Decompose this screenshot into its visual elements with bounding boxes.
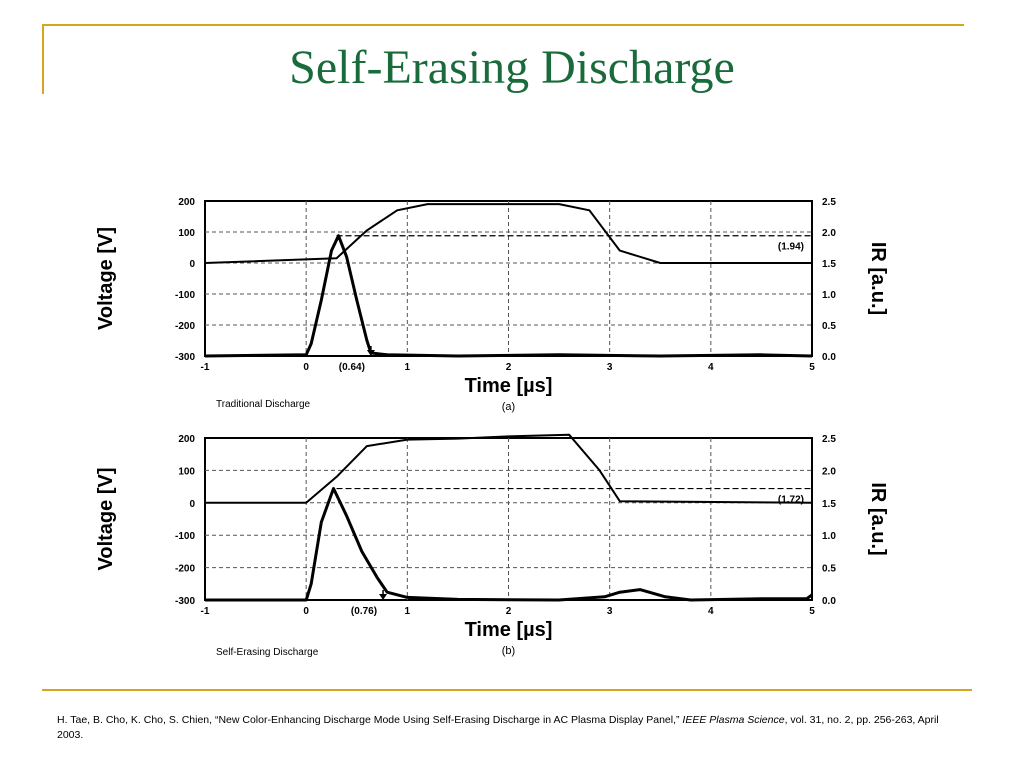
x-tick-label: 5	[809, 362, 815, 373]
y2-tick-label: 1.0	[822, 290, 836, 301]
panel-label: (b)	[502, 645, 515, 657]
y-tick-label: 200	[178, 197, 195, 208]
citation-details: , vol. 31, no. 2, pp. 256-263, April 200…	[57, 714, 939, 741]
y2-tick-label: 1.5	[822, 499, 836, 510]
caption-traditional: Traditional Discharge	[216, 399, 311, 410]
chart-panel-b: -1 0 1 2 3 4 5 200 100 0 -100 -200 -300 2.5 2.0 1.5 1.0 0…	[95, 433, 889, 657]
y2-tick-label: 0.0	[822, 352, 836, 363]
x-tick-label: 4	[708, 606, 714, 617]
x-tick-label: 1	[405, 362, 411, 373]
width-label: (0.76)	[351, 606, 377, 617]
y2-axis-label: IR [a.u.]	[867, 242, 889, 315]
y-tick-label: -300	[175, 352, 195, 363]
y2-tick-label: 1.5	[822, 259, 836, 270]
x-tick-label: 4	[708, 362, 714, 373]
left-rule	[42, 24, 44, 94]
ir-series-line	[204, 234, 813, 358]
y-tick-label: 100	[178, 228, 195, 239]
y2-tick-label: 0.5	[822, 564, 836, 575]
citation-authors-title: H. Tae, B. Cho, K. Cho, S. Chien, “New C…	[57, 714, 683, 726]
y-axis-label: Voltage [V]	[95, 468, 117, 571]
x-tick-label: -1	[201, 606, 210, 617]
y2-tick-label: 2.5	[822, 434, 836, 445]
x-tick-label: 2	[506, 362, 512, 373]
slide-title: Self-Erasing Discharge	[289, 41, 735, 94]
x-tick-label: 3	[607, 362, 613, 373]
x-tick-label: 0	[303, 362, 309, 373]
y2-tick-label: 2.5	[822, 197, 836, 208]
top-rule	[42, 24, 964, 26]
x-tick-label: 2	[506, 606, 512, 617]
y-tick-label: 100	[178, 466, 195, 477]
y2-axis-label: IR [a.u.]	[867, 482, 889, 555]
y-tick-label: -100	[175, 290, 195, 301]
y2-tick-label: 0.0	[822, 596, 836, 607]
width-arrow-head	[379, 594, 388, 600]
y2-tick-label: 2.0	[822, 228, 836, 239]
y-tick-label: -100	[175, 531, 195, 542]
x-axis-label: Time [µs]	[465, 375, 553, 397]
y2-tick-label: 1.0	[822, 531, 836, 542]
y2-tick-label: 2.0	[822, 466, 836, 477]
y-tick-label: 0	[189, 259, 195, 270]
peak-label: (1.94)	[778, 242, 804, 253]
ir-series-line	[205, 487, 813, 602]
y-tick-label: -300	[175, 596, 195, 607]
voltage-series-line	[205, 433, 813, 504]
figure: -1 0 1 2 3 4 52001000-100-200-3002.52.01.51.00…	[95, 197, 889, 657]
x-axis-label: Time [µs]	[465, 619, 553, 641]
x-tick-label: 1	[405, 606, 411, 617]
x-tick-label: 5	[809, 606, 815, 617]
y-tick-label: -200	[175, 564, 195, 575]
y-axis-label: Voltage [V]	[95, 227, 117, 330]
x-tick-label: 3	[607, 606, 613, 617]
citation: H. Tae, B. Cho, K. Cho, S. Chien, “New C…	[57, 713, 967, 743]
y-tick-label: 200	[178, 434, 195, 445]
voltage-series-line	[204, 203, 812, 264]
y2-tick-label: 0.5	[822, 321, 836, 332]
chart-panel-a: -1 0 1 2 3 4 5 200 100 0 -100 -200 -300 2.5 2.0 1.5 1.0 0…	[95, 197, 889, 413]
y-tick-label: -200	[175, 321, 195, 332]
x-tick-label: 0	[303, 606, 309, 617]
width-label: (0.64)	[339, 362, 365, 373]
y-tick-label: 0	[189, 499, 195, 510]
panel-label: (a)	[502, 401, 515, 413]
peak-label: (1.72)	[778, 495, 804, 506]
x-tick-label: -1	[201, 362, 210, 373]
bottom-rule	[42, 689, 972, 691]
caption-self-erasing: Self-Erasing Discharge	[216, 647, 319, 658]
citation-journal: IEEE Plasma Science	[682, 714, 785, 726]
